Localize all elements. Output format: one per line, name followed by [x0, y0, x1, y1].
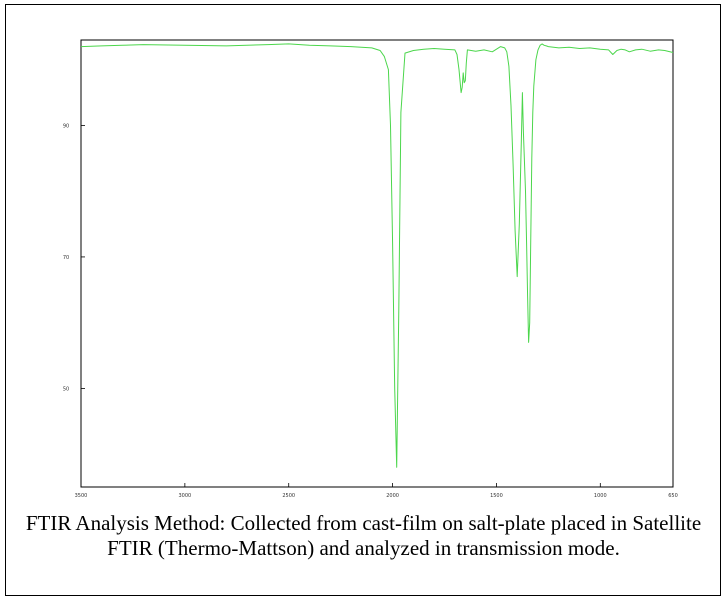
x-tick-label: 2000 — [386, 493, 399, 499]
figure-caption: FTIR Analysis Method: Collected from cas… — [25, 511, 702, 560]
ftir-spectrum-chart: 35003000250020001500100065090705030 — [63, 39, 678, 499]
figure-frame — [5, 4, 721, 596]
spectrum-line — [80, 43, 674, 468]
y-tick-label: 90 — [63, 123, 69, 129]
plot-area — [80, 39, 674, 488]
axis-ticks: 35003000250020001500100065090705030 — [63, 123, 678, 499]
x-tick-label: 650 — [668, 493, 678, 499]
y-tick-label: 70 — [63, 255, 69, 261]
x-tick-label: 1000 — [594, 493, 607, 499]
x-tick-label: 2500 — [282, 493, 295, 499]
x-tick-label: 3500 — [75, 493, 88, 499]
y-tick-label: 50 — [63, 386, 69, 392]
x-tick-label: 3000 — [178, 493, 191, 499]
x-tick-label: 1500 — [490, 493, 503, 499]
